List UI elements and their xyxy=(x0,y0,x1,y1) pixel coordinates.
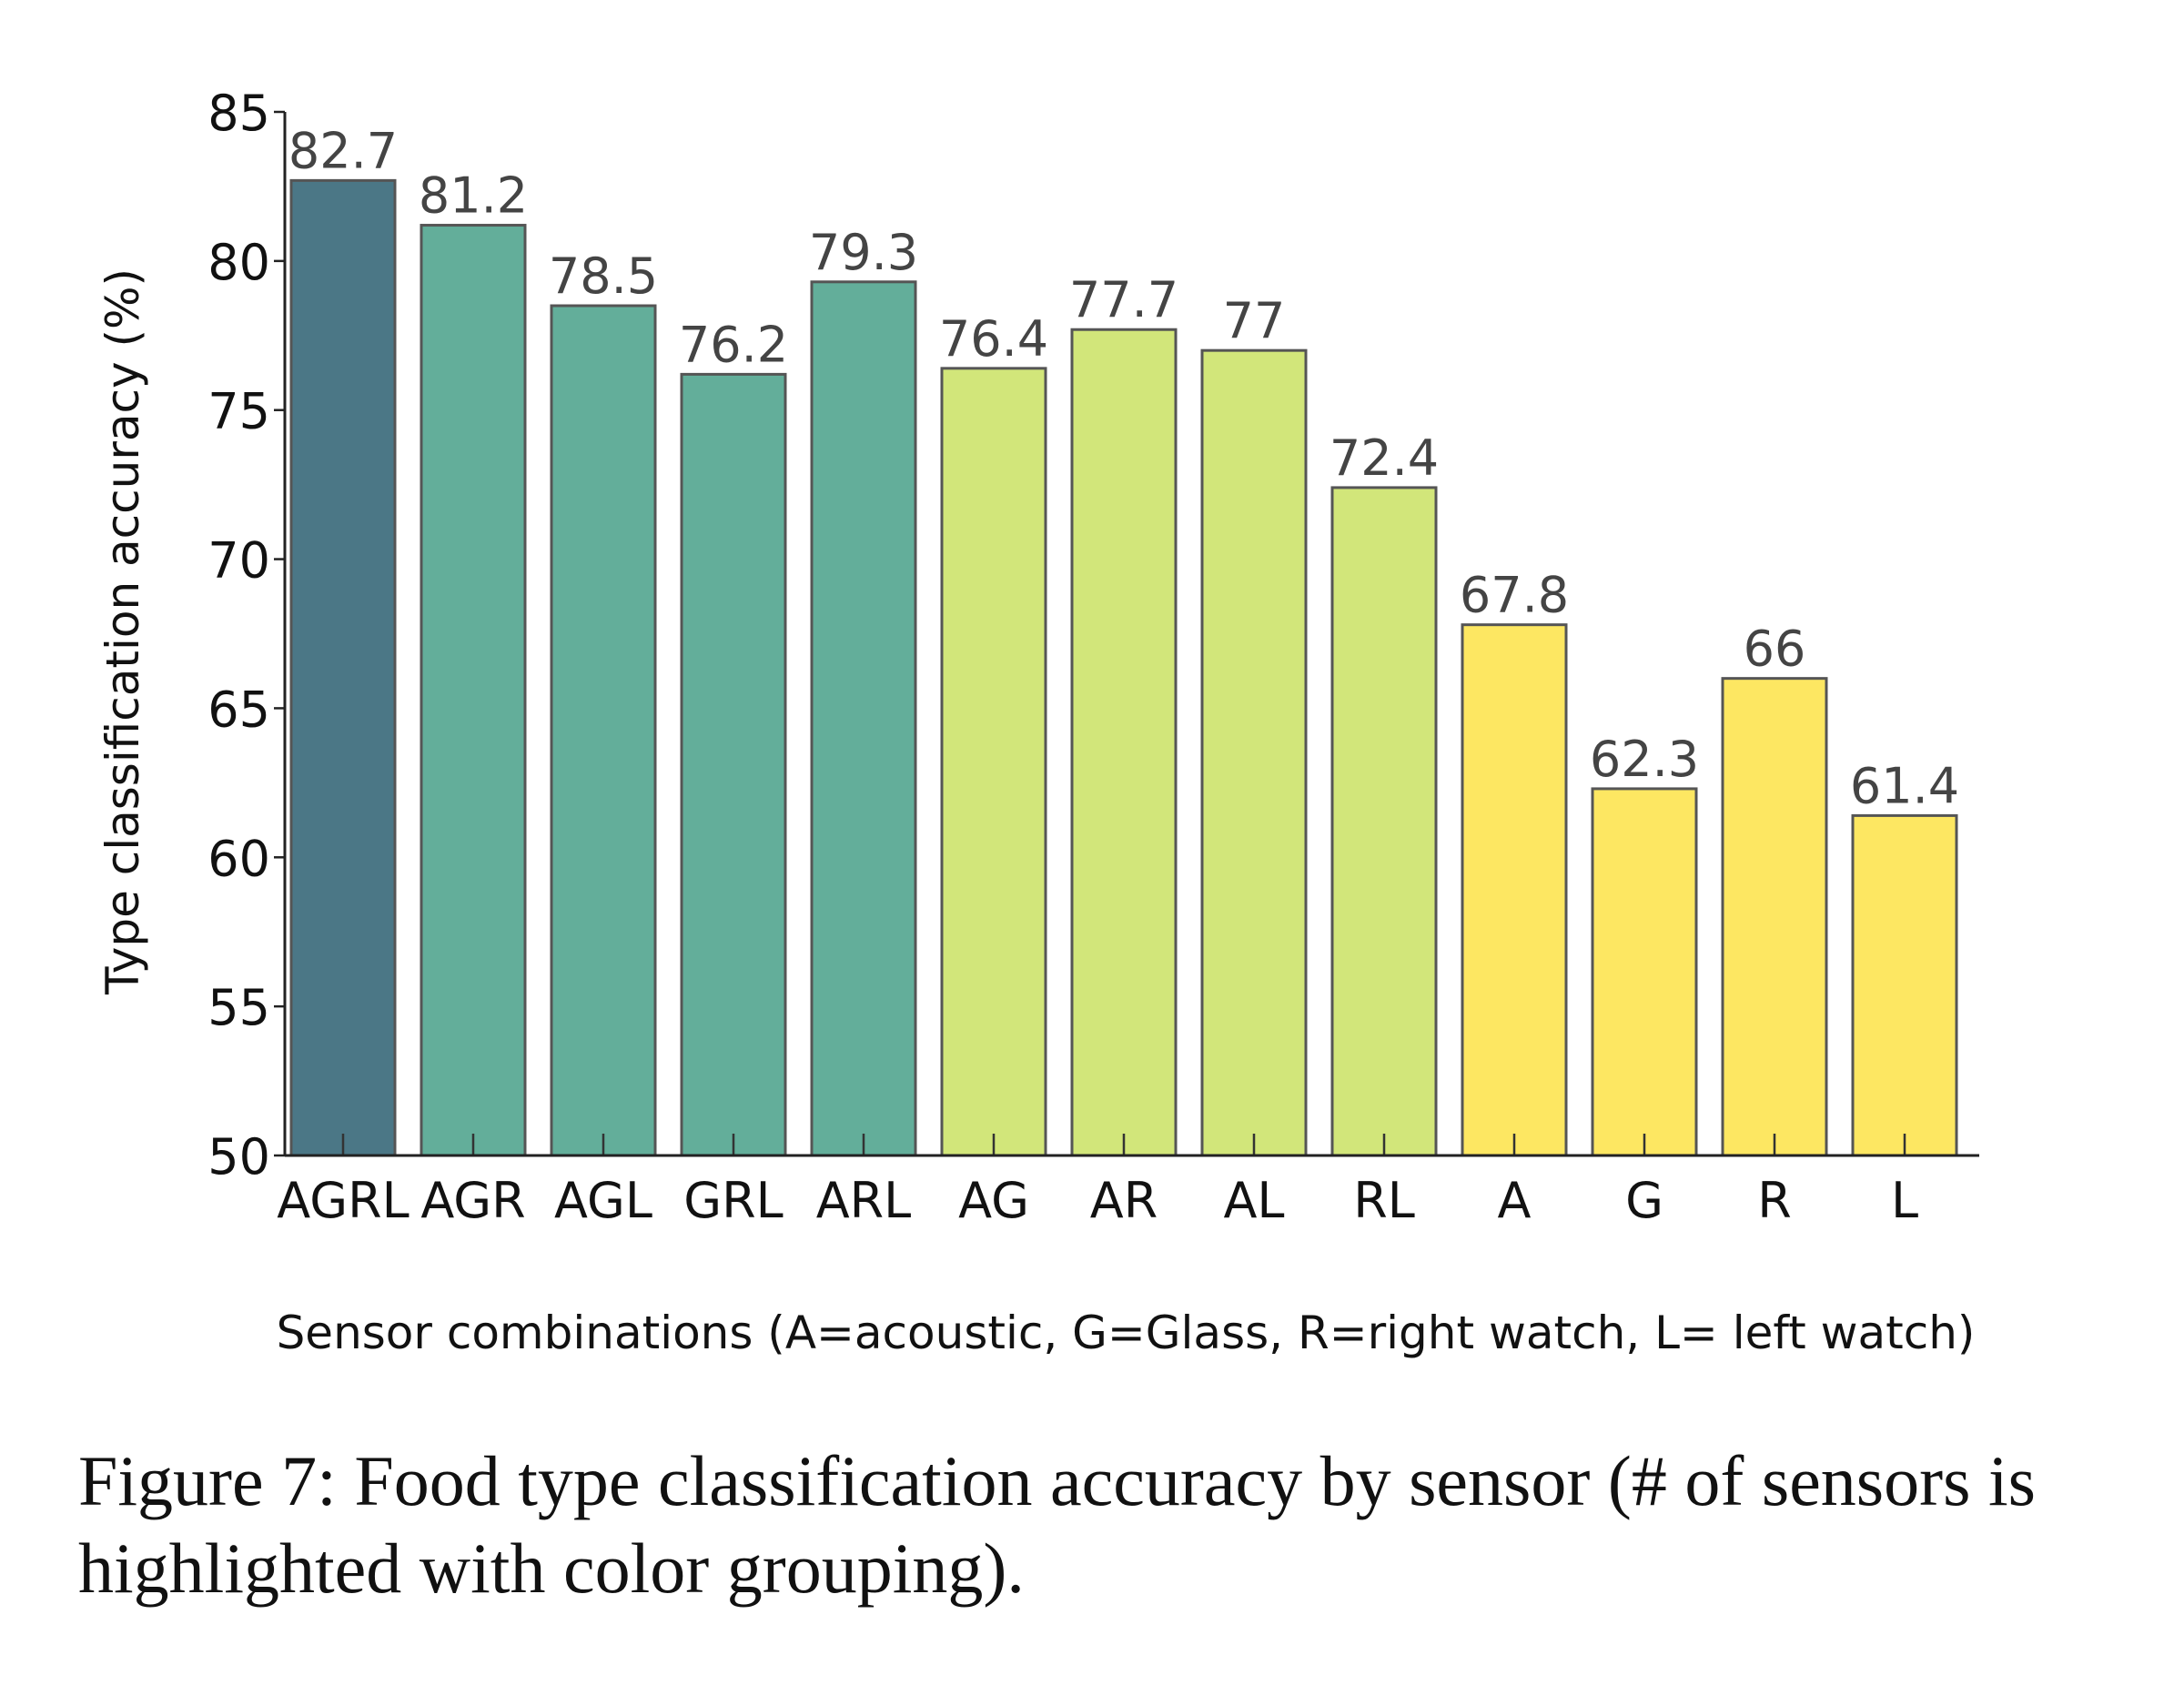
data-label: 66 xyxy=(1744,621,1806,678)
x-tick-label: AGL xyxy=(554,1172,652,1229)
data-label: 77.7 xyxy=(1069,271,1178,328)
x-tick-label: A xyxy=(1498,1172,1532,1229)
data-label: 67.8 xyxy=(1460,567,1569,624)
data-label: 72.4 xyxy=(1330,429,1439,487)
figure-caption: Figure 7: Food type classification accur… xyxy=(78,1441,2037,1608)
x-tick-label: AGRL xyxy=(277,1172,409,1229)
bar xyxy=(550,304,657,1157)
y-tick-label: 75 xyxy=(207,383,270,440)
y-tick-label: 55 xyxy=(207,979,270,1036)
data-label: 81.2 xyxy=(419,167,528,225)
x-tick-label: ARL xyxy=(816,1172,912,1229)
y-tick-label: 80 xyxy=(207,234,270,291)
x-tick-label: AG xyxy=(958,1172,1029,1229)
y-tick-label: 65 xyxy=(207,681,270,738)
data-label: 79.3 xyxy=(809,224,918,281)
x-tick-label: G xyxy=(1625,1172,1663,1229)
x-axis-title: Sensor combinations (A=acoustic, G=Glass… xyxy=(277,1307,1976,1359)
data-label: 78.5 xyxy=(549,247,658,305)
data-label: 61.4 xyxy=(1850,757,1959,814)
data-label: 76.4 xyxy=(939,310,1048,368)
bar xyxy=(1591,787,1698,1157)
x-tick-label: GRL xyxy=(683,1172,783,1229)
bar xyxy=(289,178,397,1157)
data-label: 62.3 xyxy=(1590,731,1699,788)
x-tick-label: RL xyxy=(1353,1172,1415,1229)
bar xyxy=(1461,623,1568,1157)
data-label: 77 xyxy=(1223,292,1286,349)
y-axis-title: Type classification accuracy (%) xyxy=(96,268,149,995)
y-tick-label: 85 xyxy=(207,85,270,142)
bar xyxy=(1330,486,1438,1157)
bar xyxy=(1721,677,1828,1157)
x-tick-label: AR xyxy=(1090,1172,1158,1229)
x-tick-label: AGR xyxy=(420,1172,525,1229)
y-tick-label: 60 xyxy=(207,830,270,887)
bar xyxy=(1070,328,1178,1157)
bar xyxy=(420,224,527,1157)
bar xyxy=(1851,813,1958,1157)
x-tick-label: AL xyxy=(1223,1172,1284,1229)
y-tick-label: 50 xyxy=(207,1128,270,1186)
bar-chart: AGRL82.7AGR81.2AGL78.5GRL76.2ARL79.3AG76… xyxy=(96,85,1979,1359)
bar xyxy=(680,372,787,1157)
data-label: 82.7 xyxy=(288,122,398,179)
bar xyxy=(810,280,917,1157)
y-tick-label: 70 xyxy=(207,532,270,590)
x-tick-label: R xyxy=(1757,1172,1792,1229)
bar xyxy=(1200,348,1308,1157)
bar xyxy=(940,367,1047,1157)
x-tick-label: L xyxy=(1891,1172,1918,1229)
data-label: 76.2 xyxy=(679,316,788,373)
